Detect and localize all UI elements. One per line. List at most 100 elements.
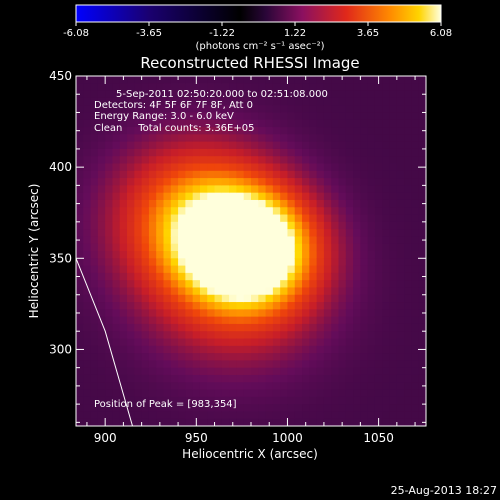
heatmap-cell bbox=[280, 345, 289, 354]
heatmap-cell bbox=[272, 309, 281, 318]
heatmap-cell bbox=[76, 214, 84, 223]
heatmap-cell bbox=[214, 353, 223, 361]
heatmap-cell bbox=[90, 178, 99, 186]
heatmap-cell bbox=[404, 83, 413, 92]
heatmap-cell bbox=[170, 309, 179, 318]
heatmap-cell bbox=[76, 374, 84, 383]
heatmap-cell bbox=[382, 243, 391, 252]
heatmap-cell bbox=[316, 258, 325, 267]
heatmap-cell bbox=[90, 389, 99, 398]
heatmap-cell bbox=[382, 389, 391, 398]
heatmap-cell bbox=[178, 163, 186, 172]
heatmap-cell bbox=[338, 258, 347, 267]
heatmap-cell bbox=[265, 280, 274, 289]
heatmap-cell bbox=[185, 331, 194, 340]
heatmap-cell bbox=[302, 382, 310, 391]
heatmap-cell bbox=[323, 272, 332, 281]
heatmap-cell bbox=[258, 251, 267, 259]
heatmap-cell bbox=[382, 76, 391, 84]
heatmap-cell bbox=[163, 272, 172, 281]
heatmap-cell bbox=[331, 396, 340, 405]
heatmap-cell bbox=[280, 156, 289, 165]
heatmap-cell bbox=[396, 345, 405, 354]
heatmap-cell bbox=[185, 309, 194, 318]
heatmap-cell bbox=[97, 353, 106, 361]
heatmap-cell bbox=[389, 309, 398, 318]
heatmap-cell bbox=[178, 207, 186, 216]
heatmap-cell bbox=[112, 229, 121, 238]
heatmap-cell bbox=[316, 105, 325, 114]
heatmap-cell bbox=[163, 345, 172, 354]
heatmap-cell bbox=[207, 112, 216, 121]
heatmap-cell bbox=[97, 148, 106, 157]
heatmap-cell bbox=[418, 323, 426, 332]
heatmap-cell bbox=[411, 134, 420, 143]
heatmap-cell bbox=[105, 265, 114, 274]
heatmap-cell bbox=[236, 141, 245, 150]
heatmap-cell bbox=[199, 258, 208, 267]
heatmap-cell bbox=[309, 404, 318, 413]
heatmap-cell bbox=[90, 90, 99, 99]
heatmap-cell bbox=[396, 148, 405, 157]
heatmap-cell bbox=[309, 418, 318, 426]
heatmap-cell bbox=[134, 411, 143, 420]
heatmap-cell bbox=[280, 374, 289, 383]
heatmap-cell bbox=[360, 229, 369, 238]
heatmap-cell bbox=[221, 309, 230, 318]
heatmap-cell bbox=[396, 294, 405, 303]
heatmap-cell bbox=[112, 331, 121, 340]
heatmap-cell bbox=[411, 112, 420, 121]
heatmap-cell bbox=[97, 185, 106, 194]
heatmap-cell bbox=[272, 294, 281, 303]
heatmap-cell bbox=[353, 374, 361, 383]
heatmap-cell bbox=[418, 119, 426, 128]
heatmap-cell bbox=[178, 170, 186, 179]
heatmap-cell bbox=[119, 353, 128, 361]
heatmap-cell bbox=[236, 178, 245, 186]
heatmap-cell bbox=[331, 236, 340, 245]
heatmap-cell bbox=[389, 185, 398, 194]
heatmap-cell bbox=[207, 221, 216, 230]
heatmap-cell bbox=[199, 134, 208, 143]
heatmap-cell bbox=[170, 185, 179, 194]
heatmap-cell bbox=[185, 229, 194, 238]
heatmap-cell bbox=[185, 389, 194, 398]
heatmap-cell bbox=[389, 156, 398, 165]
heatmap-cell bbox=[316, 97, 325, 106]
heatmap-cell bbox=[97, 367, 106, 376]
heatmap-cell bbox=[323, 199, 332, 208]
heatmap-cell bbox=[243, 338, 252, 347]
heatmap-cell bbox=[105, 127, 114, 135]
heatmap-cell bbox=[360, 302, 369, 310]
heatmap-cell bbox=[119, 148, 128, 157]
heatmap-cell bbox=[76, 316, 84, 325]
heatmap-cell bbox=[229, 192, 238, 201]
heatmap-cell bbox=[141, 134, 150, 143]
heatmap-cell bbox=[134, 374, 143, 383]
heatmap-cell bbox=[112, 221, 121, 230]
heatmap-cell bbox=[97, 221, 106, 230]
heatmap-cell bbox=[374, 316, 383, 325]
heatmap-cell bbox=[404, 119, 413, 128]
heatmap-cell bbox=[280, 170, 289, 179]
heatmap-cell bbox=[251, 221, 259, 230]
heatmap-cell bbox=[272, 112, 281, 121]
heatmap-cell bbox=[185, 127, 194, 135]
heatmap-cell bbox=[236, 185, 245, 194]
heatmap-cell bbox=[382, 331, 391, 340]
heatmap-cell bbox=[353, 272, 361, 281]
heatmap-cell bbox=[170, 243, 179, 252]
heatmap-cell bbox=[316, 185, 325, 194]
heatmap-cell bbox=[76, 360, 84, 369]
heatmap-cell bbox=[418, 294, 426, 303]
heatmap-cell bbox=[141, 404, 150, 413]
heatmap-cell bbox=[185, 178, 194, 186]
heatmap-cell bbox=[251, 360, 259, 369]
heatmap-cell bbox=[134, 316, 143, 325]
heatmap-cell bbox=[382, 316, 391, 325]
heatmap-cell bbox=[251, 156, 259, 165]
heatmap-cell bbox=[207, 345, 216, 354]
heatmap-cell bbox=[127, 302, 135, 310]
heatmap-cell bbox=[141, 90, 150, 99]
